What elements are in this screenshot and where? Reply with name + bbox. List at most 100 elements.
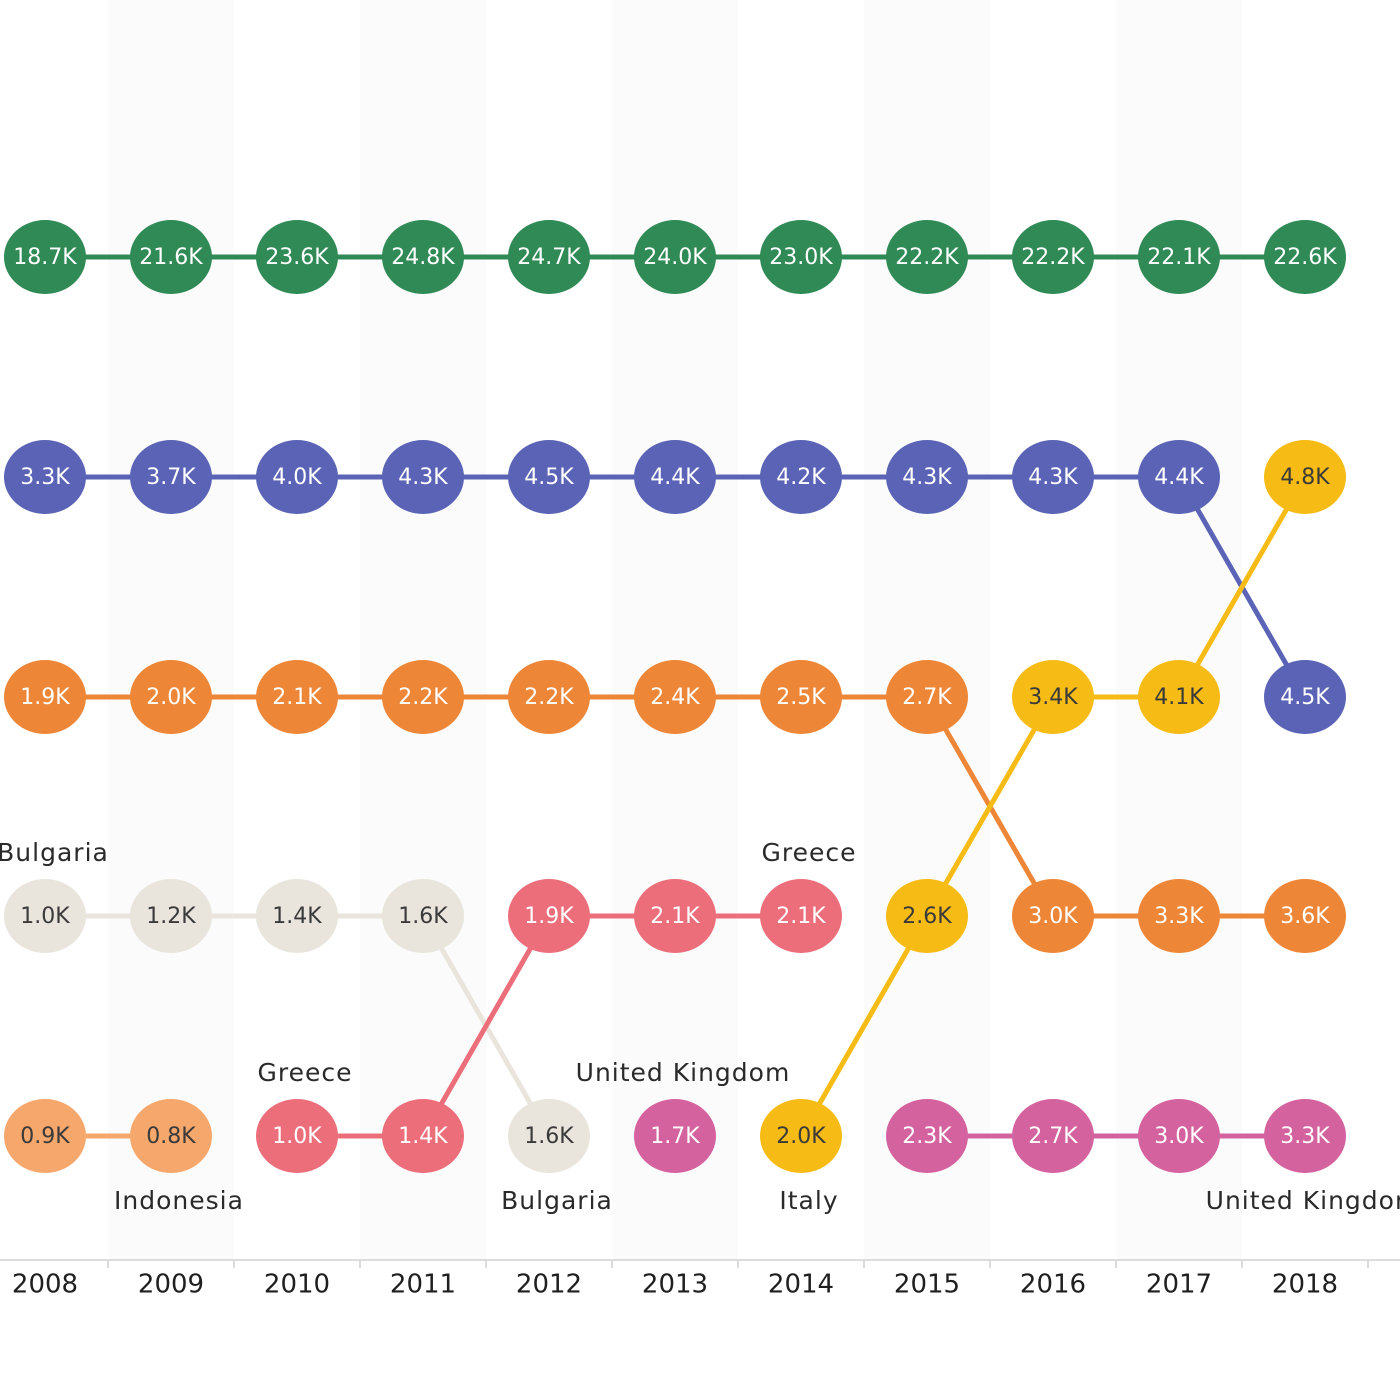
value-label: 0.9K <box>20 1124 70 1149</box>
value-label: 1.0K <box>272 1124 322 1149</box>
value-label: 24.7K <box>517 245 581 270</box>
value-label: 2.1K <box>776 904 826 929</box>
marker <box>1264 220 1346 294</box>
value-label: 4.5K <box>524 465 574 490</box>
value-label: 1.2K <box>146 904 196 929</box>
marker <box>886 879 968 953</box>
value-label: 3.7K <box>146 465 196 490</box>
value-label: 23.6K <box>265 245 329 270</box>
value-label: 2.6K <box>902 904 952 929</box>
marker <box>256 660 338 734</box>
value-label: 18.7K <box>13 245 77 270</box>
markers: 18.7K 21.6K 23.6K 24.8K 24.7K 24.0K 23.0K 22.2K… <box>4 220 1346 1173</box>
marker <box>508 660 590 734</box>
marker <box>256 220 338 294</box>
value-label: 1.7K <box>650 1124 700 1149</box>
value-label: 24.8K <box>391 245 455 270</box>
x-tick-label: 2014 <box>768 1270 834 1300</box>
series-label: Italy <box>779 1186 838 1215</box>
marker <box>130 220 212 294</box>
marker <box>130 440 212 514</box>
marker <box>760 440 842 514</box>
series-label: United Kingdom <box>1206 1186 1400 1215</box>
value-label: 4.1K <box>1154 685 1204 710</box>
column-band <box>612 0 738 1260</box>
value-label: 1.4K <box>272 904 322 929</box>
x-tick-label: 2008 <box>12 1270 78 1300</box>
value-label: 4.4K <box>1154 465 1204 490</box>
marker <box>508 1099 590 1173</box>
x-tick-label: 2009 <box>138 1270 204 1300</box>
value-label: 4.0K <box>272 465 322 490</box>
value-label: 4.8K <box>1280 465 1330 490</box>
value-label: 4.3K <box>398 465 448 490</box>
marker <box>508 440 590 514</box>
marker <box>256 879 338 953</box>
marker <box>1012 220 1094 294</box>
value-label: 3.3K <box>1154 904 1204 929</box>
marker <box>382 879 464 953</box>
marker <box>1012 1099 1094 1173</box>
marker <box>4 660 86 734</box>
x-tick-label: 2013 <box>642 1270 708 1300</box>
value-label: 2.2K <box>398 685 448 710</box>
x-tick-label: 2011 <box>390 1270 456 1300</box>
value-label: 21.6K <box>139 245 203 270</box>
value-label: 22.6K <box>1273 245 1337 270</box>
marker <box>508 879 590 953</box>
x-tick-label: 2010 <box>264 1270 330 1300</box>
x-tick-label: 2016 <box>1020 1270 1086 1300</box>
value-label: 2.1K <box>272 685 322 710</box>
marker <box>1264 1099 1346 1173</box>
value-label: 4.5K <box>1280 685 1330 710</box>
value-label: 0.8K <box>146 1124 196 1149</box>
x-tick-label: 2018 <box>1272 1270 1338 1300</box>
marker <box>256 440 338 514</box>
marker <box>1012 440 1094 514</box>
marker <box>4 440 86 514</box>
marker <box>634 220 716 294</box>
marker <box>1138 660 1220 734</box>
value-label: 2.7K <box>902 685 952 710</box>
marker <box>1264 440 1346 514</box>
value-label: 1.9K <box>20 685 70 710</box>
marker <box>382 440 464 514</box>
marker <box>256 1099 338 1173</box>
marker <box>4 1099 86 1173</box>
value-label: 2.5K <box>776 685 826 710</box>
series-label: Greece <box>762 838 857 867</box>
value-label: 1.6K <box>524 1124 574 1149</box>
value-label: 4.4K <box>650 465 700 490</box>
marker <box>1138 440 1220 514</box>
value-label: 1.6K <box>398 904 448 929</box>
value-label: 1.0K <box>20 904 70 929</box>
value-label: 24.0K <box>643 245 707 270</box>
value-label: 2.7K <box>1028 1124 1078 1149</box>
marker <box>760 879 842 953</box>
column-band <box>108 0 234 1260</box>
value-label: 2.3K <box>902 1124 952 1149</box>
value-label: 2.4K <box>650 685 700 710</box>
marker <box>130 879 212 953</box>
marker <box>886 220 968 294</box>
series-label: United Kingdom <box>576 1058 791 1087</box>
value-label: 3.3K <box>1280 1124 1330 1149</box>
marker <box>886 660 968 734</box>
series-label: Bulgaria <box>501 1186 613 1215</box>
value-label: 3.0K <box>1154 1124 1204 1149</box>
value-label: 2.0K <box>776 1124 826 1149</box>
marker <box>130 1099 212 1173</box>
value-label: 2.1K <box>650 904 700 929</box>
value-label: 3.4K <box>1028 685 1078 710</box>
value-label: 2.0K <box>146 685 196 710</box>
marker <box>382 1099 464 1173</box>
marker <box>130 660 212 734</box>
x-tick-label: 2012 <box>516 1270 582 1300</box>
value-label: 1.9K <box>524 904 574 929</box>
marker <box>4 220 86 294</box>
value-label: 22.2K <box>1021 245 1085 270</box>
marker <box>634 660 716 734</box>
marker <box>886 1099 968 1173</box>
marker <box>886 440 968 514</box>
value-label: 23.0K <box>769 245 833 270</box>
